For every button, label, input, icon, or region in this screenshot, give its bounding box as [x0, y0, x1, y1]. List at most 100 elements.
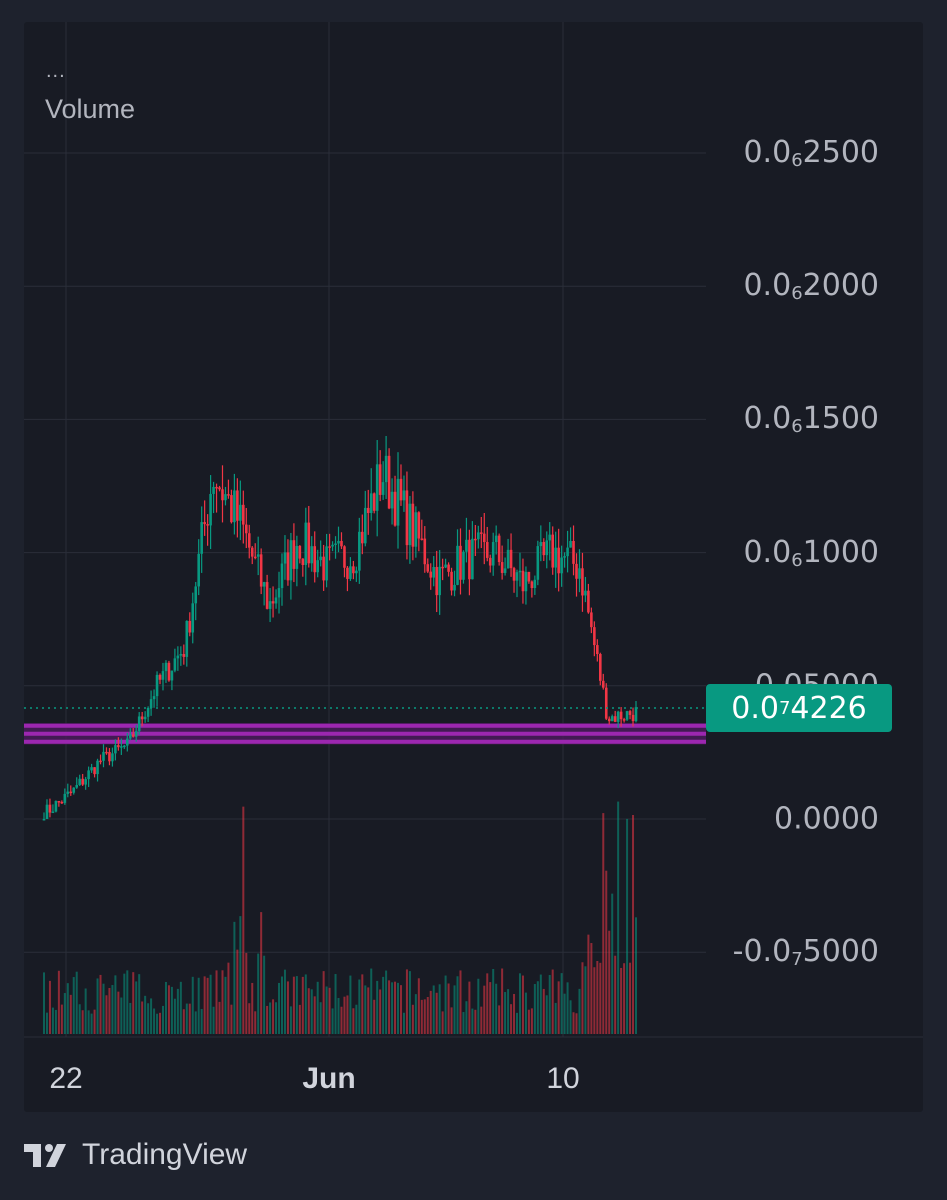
volume-bar — [200, 1009, 203, 1034]
volume-bar — [43, 972, 45, 1034]
candle-body — [482, 533, 486, 543]
y-tick-digits: 2500 — [802, 135, 879, 170]
volume-bar — [352, 1008, 355, 1034]
candle-body — [304, 522, 308, 565]
candle-body — [432, 566, 436, 578]
candle-body — [75, 785, 79, 788]
y-tick-label: -0.075000 — [733, 934, 879, 970]
volume-bar — [450, 1007, 453, 1034]
volume-bar — [132, 972, 135, 1034]
volume-bar — [367, 987, 370, 1034]
tradingview-brand[interactable]: TradingView — [24, 1138, 247, 1172]
volume-bar — [554, 1002, 557, 1034]
candle-body — [310, 546, 314, 564]
volume-bar — [539, 974, 542, 1034]
candle-body — [616, 711, 620, 722]
candle-body — [298, 545, 302, 559]
price-zero-count: 7 — [778, 697, 791, 719]
candle-body — [295, 545, 299, 569]
volume-bar — [533, 984, 536, 1034]
candle-body — [328, 546, 331, 548]
volume-bar — [84, 988, 87, 1034]
volume-bar — [379, 989, 382, 1034]
volume-bar — [173, 998, 176, 1034]
volume-bar — [242, 806, 245, 1034]
candle-body — [622, 719, 626, 721]
candle-body — [560, 557, 563, 574]
last-price-badge: 0.0 7 4226 — [706, 684, 892, 732]
candle-body — [319, 556, 322, 561]
candle-body — [250, 547, 254, 557]
legend-volume-label[interactable]: Volume — [45, 94, 136, 124]
volume-bar — [248, 1003, 251, 1034]
candle-body — [69, 791, 73, 794]
candle-body — [363, 507, 367, 544]
candle-body — [396, 478, 400, 526]
candle-body — [494, 535, 498, 543]
candle-body — [155, 674, 159, 697]
volume-bar — [150, 998, 153, 1034]
candle-body — [322, 556, 325, 581]
candle-body — [542, 542, 546, 556]
candle-body — [557, 547, 560, 574]
price-chart[interactable] — [24, 22, 923, 1112]
volume-bar — [215, 970, 218, 1034]
candle-body — [307, 522, 311, 564]
candle-body — [506, 549, 510, 569]
candle-body — [352, 566, 355, 574]
volume-bar — [438, 984, 441, 1034]
candle-body — [331, 544, 334, 547]
volume-bar — [310, 989, 313, 1034]
candle-body — [343, 546, 346, 568]
volume-bar — [221, 970, 224, 1034]
volume-bars — [43, 801, 637, 1034]
volume-bar — [135, 981, 138, 1034]
volume-bar — [283, 969, 286, 1034]
y-tick-zero-count: 6 — [791, 549, 803, 571]
volume-bar — [462, 1012, 465, 1034]
volume-bar — [524, 992, 527, 1034]
volume-bar — [159, 1012, 162, 1034]
volume-bar — [96, 978, 99, 1034]
volume-bar — [170, 986, 173, 1034]
candle-body — [102, 751, 105, 761]
candle-body — [477, 532, 480, 540]
y-tick-label: 0.062000 — [743, 268, 879, 304]
volume-bar — [489, 982, 492, 1034]
candle-body — [164, 662, 168, 672]
volume-bar — [153, 1008, 156, 1034]
volume-bar — [408, 971, 411, 1034]
volume-bar — [218, 1001, 221, 1034]
y-tick-digits: 2000 — [802, 268, 879, 304]
volume-bar — [316, 981, 319, 1034]
candle-body — [337, 540, 340, 544]
legend-menu-dots[interactable]: ... — [46, 60, 66, 82]
candle-body — [253, 556, 257, 559]
candle-body — [408, 503, 412, 546]
volume-bar — [328, 987, 331, 1034]
volume-bar — [626, 818, 629, 1034]
volume-bar — [495, 983, 498, 1034]
candle-body — [381, 482, 385, 495]
x-tick-label: 10 — [546, 1062, 580, 1095]
candle-body — [54, 801, 58, 812]
volume-bar — [138, 974, 141, 1034]
volume-bar — [611, 893, 614, 1034]
candle-body — [134, 731, 138, 737]
volume-bar — [599, 962, 602, 1034]
candle-body — [265, 582, 269, 609]
volume-bar — [111, 985, 114, 1034]
candle-body — [551, 534, 555, 568]
candle-body — [527, 571, 531, 582]
tradingview-logo-icon — [24, 1144, 66, 1167]
volume-bar — [617, 801, 620, 1034]
y-tick-label: 0.0000 — [774, 802, 879, 837]
volume-bar — [629, 962, 632, 1034]
volume-bar — [141, 1001, 144, 1034]
volume-bar — [581, 962, 584, 1034]
candle-body — [286, 552, 290, 581]
chart-panel[interactable]: ... Volume 0.062500 0.062000 0.061500 0.061… — [24, 22, 923, 1112]
volume-bar — [322, 971, 325, 1034]
volume-bar — [206, 977, 209, 1034]
candle-body — [420, 538, 424, 540]
